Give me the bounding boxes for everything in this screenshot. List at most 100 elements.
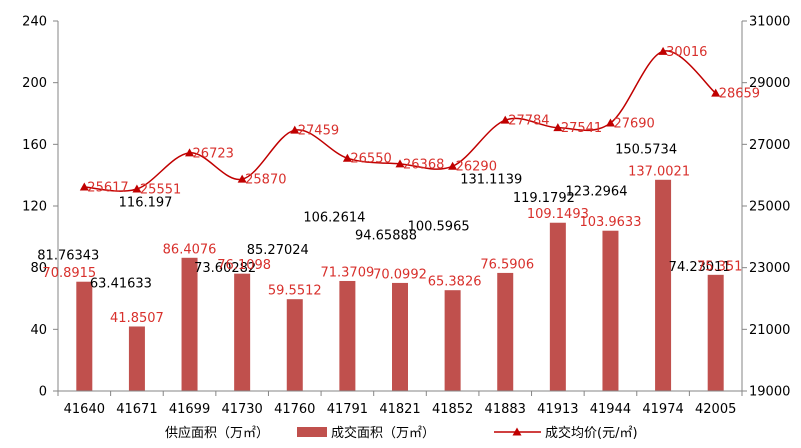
supply-data-label: 81.76343	[37, 248, 99, 263]
bar	[128, 326, 145, 391]
bar	[602, 230, 619, 391]
avg-price-data-label: 26290	[456, 160, 497, 175]
avg-price-data-label: 28659	[719, 87, 760, 102]
x-axis-category-label: 41883	[485, 402, 526, 417]
x-axis-category-label: 41760	[274, 402, 315, 417]
avg-price-marker	[605, 118, 615, 127]
bar	[444, 290, 461, 391]
bar	[234, 273, 251, 391]
bar	[76, 281, 93, 391]
avg-price-data-label: 25870	[245, 173, 286, 188]
left-axis-tick-label: 200	[22, 76, 47, 91]
avg-price-marker	[237, 174, 247, 183]
bar-data-label: 70.8915	[42, 266, 96, 281]
supply-data-label: 63.41633	[90, 277, 152, 292]
legend-label-avg-price: 成交均价(元/㎡)	[545, 425, 638, 441]
supply-data-label: 116.197	[119, 195, 173, 210]
avg-price-marker	[342, 153, 352, 162]
legend-item-supply: 供应面积（万㎡）	[165, 425, 269, 441]
avg-price-data-label: 27459	[298, 124, 339, 139]
bar-data-label: 137.0021	[628, 164, 690, 179]
x-axis-category-label: 42005	[695, 402, 736, 417]
avg-price-marker	[79, 182, 89, 191]
right-axis-tick-label: 31000	[749, 15, 790, 30]
supply-data-label: 100.5965	[408, 219, 470, 234]
bar-data-label: 71.3709	[320, 265, 374, 280]
avg-price-marker	[553, 123, 563, 132]
x-axis-category-label: 41671	[116, 402, 157, 417]
x-axis-category-label: 41913	[537, 402, 578, 417]
avg-price-data-label: 26368	[403, 157, 444, 172]
legend-item-avg-price: 成交均价(元/㎡)	[494, 425, 638, 441]
x-axis-category-label: 41974	[642, 402, 683, 417]
bar-data-label: 86.4076	[163, 242, 217, 257]
right-axis-tick-label: 23000	[749, 261, 790, 276]
bar-data-label: 76.1098	[217, 258, 271, 273]
right-axis-tick-label: 29000	[749, 76, 790, 91]
supply-data-label: 123.2964	[565, 184, 627, 199]
left-axis-tick-label: 40	[30, 323, 47, 338]
avg-price-marker	[395, 159, 405, 168]
supply-data-label: 73.60282	[194, 261, 256, 276]
supply-data-label: 94.65888	[355, 229, 417, 244]
legend-label-supply: 供应面积（万㎡）	[165, 425, 269, 441]
x-axis-category-label: 41852	[432, 402, 473, 417]
bar-data-label: 59.5512	[268, 284, 322, 299]
x-axis-category-label: 41699	[169, 402, 210, 417]
x-axis-category-label: 41640	[64, 402, 105, 417]
axes: 0 40 80 120 160 200 240 19000 21000 23000 25000 270…	[22, 15, 790, 418]
avg-price-marker	[658, 46, 668, 55]
avg-price-data-label: 26550	[350, 152, 391, 167]
legend: 供应面积（万㎡） 成交面积（万㎡） 成交均价(元/㎡)	[165, 425, 638, 441]
bar-series-deal-area	[76, 179, 724, 391]
right-axis-tick-label: 21000	[749, 323, 790, 338]
bar	[392, 282, 408, 391]
data-labels-supply: 81.76343 63.41633 116.197 73.60282 85.27024 1…	[37, 142, 730, 291]
avg-price-data-label: 27690	[613, 117, 654, 132]
left-axis-tick-label: 0	[39, 385, 47, 400]
avg-price-data-label: 30016	[666, 45, 707, 60]
avg-price-marker	[711, 88, 721, 97]
avg-price-data-label: 25617	[87, 180, 128, 195]
bar-data-label: 109.1493	[527, 207, 589, 222]
bar-data-label: 76.5906	[480, 257, 534, 272]
supply-data-label: 131.1139	[460, 172, 522, 187]
supply-data-label: 150.5734	[615, 142, 677, 157]
avg-price-marker	[132, 184, 142, 193]
bar	[286, 299, 303, 391]
left-axis-tick-label: 120	[22, 200, 47, 215]
bar-data-label: 70.0992	[373, 267, 427, 282]
right-axis-tick-label: 27000	[749, 138, 790, 153]
supply-data-label: 74.23011	[669, 260, 731, 275]
bar	[707, 274, 724, 391]
bar	[181, 257, 198, 391]
avg-price-data-label: 27541	[561, 121, 602, 136]
supply-data-label: 85.27024	[247, 243, 309, 258]
bar-data-label: 41.8507	[110, 311, 164, 326]
left-axis-tick-label: 240	[22, 15, 47, 30]
supply-data-label: 106.2614	[303, 211, 365, 226]
line-series-avg-price	[79, 46, 721, 193]
avg-price-data-label: 25551	[140, 183, 181, 198]
bar	[497, 272, 514, 391]
bar-data-label: 103.9633	[579, 215, 641, 230]
avg-price-marker	[500, 115, 510, 124]
bar	[549, 222, 566, 391]
bar-data-label: 65.3826	[428, 275, 482, 290]
bar	[655, 179, 672, 391]
bar-data-label: 75.351	[697, 259, 743, 274]
right-axis-tick-label: 25000	[749, 200, 790, 215]
x-axis-category-label: 41730	[221, 402, 262, 417]
plot-area: 0 40 80 120 160 200 240 19000 21000 23000 25000 270…	[22, 15, 790, 418]
avg-price-marker	[185, 148, 195, 157]
legend-swatch-avg-price-marker	[512, 427, 522, 436]
legend-swatch-deal-area	[297, 427, 327, 437]
x-axis-category-label: 41821	[379, 402, 420, 417]
left-axis-tick-label: 80	[30, 261, 47, 276]
avg-price-data-label: 26723	[193, 146, 234, 161]
avg-price-data-label: 27784	[508, 114, 549, 129]
x-axis-category-label: 41791	[327, 402, 368, 417]
bar	[339, 280, 356, 391]
